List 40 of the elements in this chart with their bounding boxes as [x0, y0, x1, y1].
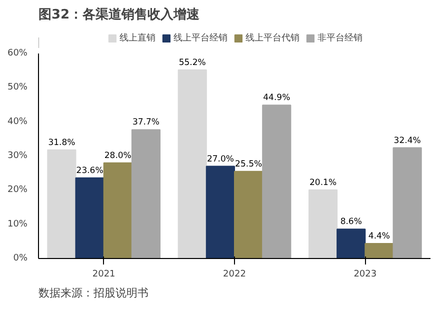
x-tick-label: 2022 [223, 270, 246, 280]
data-label: 44.9% [263, 93, 290, 104]
data-label: 20.1% [310, 178, 337, 188]
bar [75, 177, 104, 258]
y-tick-label: 60% [7, 48, 28, 58]
data-label: 25.5% [235, 159, 262, 170]
bar [103, 162, 132, 258]
bar [47, 149, 76, 258]
legend-label: 线上直销 [120, 32, 156, 44]
legend-label: 线上平台代销 [246, 32, 300, 44]
data-label: 55.2% [178, 58, 206, 68]
bar [178, 69, 207, 258]
data-label: 4.4% [368, 231, 390, 242]
y-tick-label: 50% [7, 82, 28, 93]
source-note: 数据来源：招股说明书 [38, 286, 148, 300]
data-label: 23.6% [76, 166, 104, 176]
legend-label: 非平台经销 [318, 32, 362, 44]
y-tick-label: 0% [13, 254, 28, 264]
y-tick-label: 30% [7, 151, 28, 161]
bar [364, 242, 394, 258]
bar [206, 166, 235, 258]
data-label: 31.8% [48, 138, 76, 148]
data-label: 27.0% [206, 154, 234, 164]
data-label: 32.4% [394, 136, 421, 146]
chart-title: 图32：各渠道销售收入增速 [38, 6, 201, 22]
bar [131, 129, 161, 258]
bar [234, 170, 264, 258]
data-label: 28.0% [104, 150, 132, 161]
bar [262, 104, 292, 258]
x-tick-label: 2023 [354, 270, 377, 280]
bar [336, 228, 366, 258]
bar [308, 189, 338, 258]
bar [392, 147, 422, 258]
y-tick-label: 10% [7, 219, 28, 230]
data-label: 8.6% [340, 217, 362, 228]
legend-label: 线上平台经销 [174, 32, 228, 44]
x-tick-label: 2021 [92, 270, 116, 280]
y-tick-label: 20% [7, 185, 28, 196]
y-tick-label: 40% [7, 116, 28, 127]
data-label: 37.7% [132, 118, 160, 128]
